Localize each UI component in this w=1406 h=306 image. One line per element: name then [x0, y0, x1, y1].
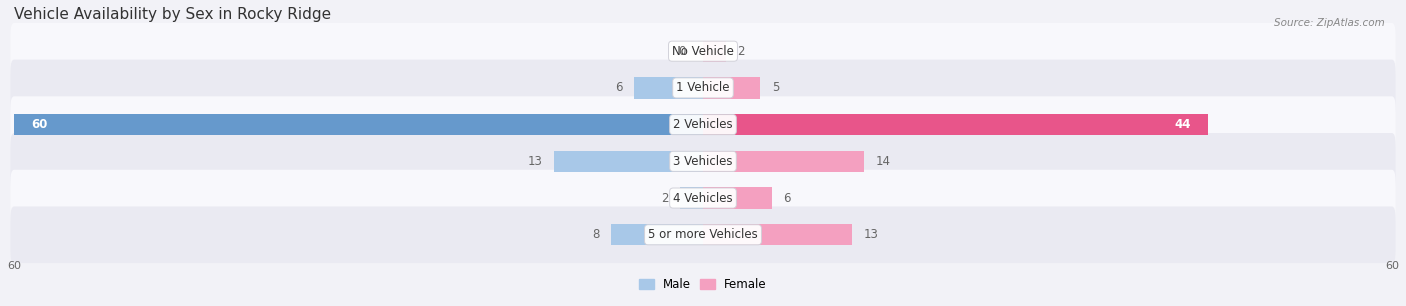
FancyBboxPatch shape	[10, 60, 1396, 116]
Text: 1 Vehicle: 1 Vehicle	[676, 81, 730, 95]
FancyBboxPatch shape	[10, 170, 1396, 226]
Text: 13: 13	[527, 155, 543, 168]
Text: 2 Vehicles: 2 Vehicles	[673, 118, 733, 131]
Text: 2: 2	[738, 45, 745, 58]
Text: 8: 8	[592, 228, 599, 241]
Text: 0: 0	[679, 45, 686, 58]
Text: 6: 6	[614, 81, 623, 95]
Legend: Male, Female: Male, Female	[634, 273, 772, 296]
Text: 6: 6	[783, 192, 792, 204]
Text: 5 or more Vehicles: 5 or more Vehicles	[648, 228, 758, 241]
FancyBboxPatch shape	[10, 23, 1396, 80]
Text: 14: 14	[876, 155, 890, 168]
Bar	[612, 224, 703, 245]
Bar	[703, 187, 772, 209]
FancyBboxPatch shape	[10, 207, 1396, 263]
Bar	[703, 151, 863, 172]
Bar	[703, 114, 1208, 135]
FancyBboxPatch shape	[10, 133, 1396, 190]
Text: No Vehicle: No Vehicle	[672, 45, 734, 58]
FancyBboxPatch shape	[10, 96, 1396, 153]
Bar	[14, 114, 703, 135]
Bar	[634, 77, 703, 99]
Bar	[703, 77, 761, 99]
Bar	[554, 151, 703, 172]
Text: 5: 5	[772, 81, 779, 95]
Text: 3 Vehicles: 3 Vehicles	[673, 155, 733, 168]
Text: 13: 13	[863, 228, 879, 241]
Bar	[681, 187, 703, 209]
Text: 4 Vehicles: 4 Vehicles	[673, 192, 733, 204]
Text: 2: 2	[661, 192, 668, 204]
Text: 60: 60	[31, 118, 48, 131]
Text: Source: ZipAtlas.com: Source: ZipAtlas.com	[1274, 18, 1385, 28]
Text: 44: 44	[1174, 118, 1191, 131]
Text: Vehicle Availability by Sex in Rocky Ridge: Vehicle Availability by Sex in Rocky Rid…	[14, 7, 330, 22]
Bar	[703, 40, 725, 62]
Bar	[703, 224, 852, 245]
